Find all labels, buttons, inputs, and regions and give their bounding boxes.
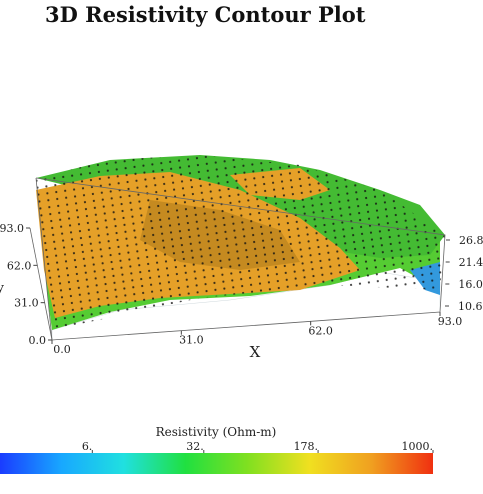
z-tick-label: 10.6	[458, 300, 483, 313]
y-axis-label: y	[0, 281, 5, 296]
z-tick-label: 21.4	[459, 256, 483, 269]
x-tick-label: 62.0	[308, 324, 333, 337]
surface	[29, 155, 446, 341]
x-tick-label: 31.0	[179, 334, 204, 347]
y-tick-label: 0.0	[29, 334, 47, 347]
y-tick-label: 62.0	[7, 259, 32, 272]
x-tick-label: 93.0	[438, 315, 463, 328]
colorbar-label: Resistivity (Ohm-m)	[156, 425, 277, 439]
colorbar	[0, 453, 433, 474]
x-tick-label: 0.0	[53, 343, 71, 356]
colorbar-tick-label: 1000.	[402, 440, 434, 453]
z-tick-label: 26.8	[459, 234, 483, 247]
colorbar-tick-label: 6.	[82, 440, 93, 453]
y-tick-label: 93.0	[0, 222, 24, 235]
y-tick-label: 31.0	[14, 297, 39, 310]
chart-title: 3D Resistivity Contour Plot	[45, 2, 366, 27]
colorbar-tick-label: 178.	[294, 440, 319, 453]
x-axis-label: X	[250, 343, 261, 361]
colorbar-tick-label: 32.	[186, 440, 204, 453]
z-tick-label: 16.0	[458, 278, 483, 291]
